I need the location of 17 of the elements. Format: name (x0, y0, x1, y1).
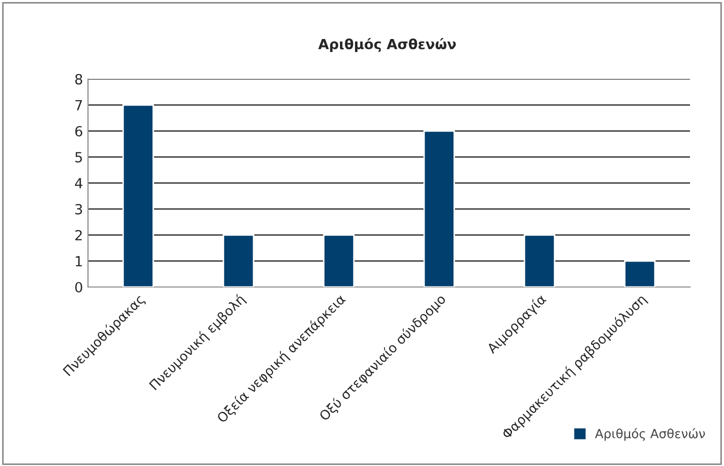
bar (122, 104, 154, 287)
y-tick-label: 4 (74, 178, 82, 188)
y-tick-label: 1 (76, 256, 82, 266)
y-tick-label: 6 (75, 126, 82, 136)
y-tick-label: 0 (75, 282, 82, 292)
bar (624, 260, 656, 287)
bar (222, 234, 254, 287)
bar (423, 130, 455, 287)
bar (524, 234, 556, 287)
y-tick-label: 2 (75, 230, 82, 240)
chart-title: Αριθμός Ασθενών (318, 38, 456, 52)
y-tick-label: 5 (75, 152, 82, 162)
bar (323, 234, 355, 287)
legend-label: Αριθμός Ασθενών (595, 428, 705, 441)
y-tick-label: 3 (75, 204, 82, 214)
y-tick-label: 8 (75, 74, 82, 84)
y-tick-label: 7 (75, 100, 82, 110)
